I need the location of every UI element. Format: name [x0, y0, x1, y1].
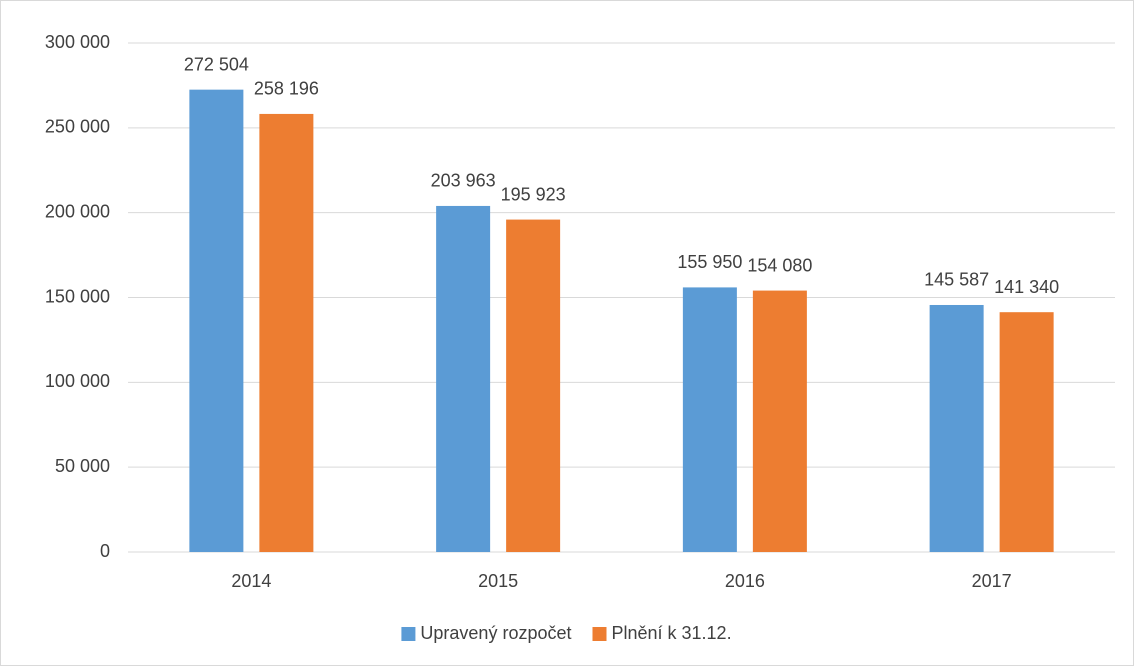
y-tick-label: 200 000: [45, 201, 110, 221]
y-tick-label: 0: [100, 541, 110, 561]
y-tick-label: 50 000: [55, 456, 110, 476]
legend-swatch: [592, 627, 607, 641]
bar: [189, 89, 244, 552]
y-tick-label: 150 000: [45, 286, 110, 306]
y-tick-label: 250 000: [45, 117, 110, 137]
bar: [682, 287, 737, 552]
bar: [259, 113, 314, 552]
data-label: 141 340: [994, 277, 1059, 297]
bar: [752, 290, 807, 552]
x-tick-label: 2017: [972, 571, 1012, 591]
bar: [506, 219, 561, 552]
data-label: 145 587: [924, 270, 989, 290]
y-tick-label: 300 000: [45, 32, 110, 52]
legend-label: Upravený rozpočet: [420, 623, 571, 643]
y-tick-label: 100 000: [45, 371, 110, 391]
data-label: 203 963: [431, 171, 496, 191]
data-label: 272 504: [184, 54, 249, 74]
x-tick-label: 2016: [725, 571, 765, 591]
x-tick-label: 2015: [478, 571, 518, 591]
bar: [929, 304, 984, 552]
legend-swatch: [401, 627, 416, 641]
bar: [999, 312, 1054, 552]
data-label: 155 950: [677, 252, 742, 272]
bar: [436, 205, 491, 552]
data-label: 195 923: [501, 184, 566, 204]
data-label: 258 196: [254, 79, 319, 99]
data-label: 154 080: [747, 255, 812, 275]
legend-label: Plnění k 31.12.: [611, 623, 731, 643]
x-tick-label: 2014: [231, 571, 271, 591]
